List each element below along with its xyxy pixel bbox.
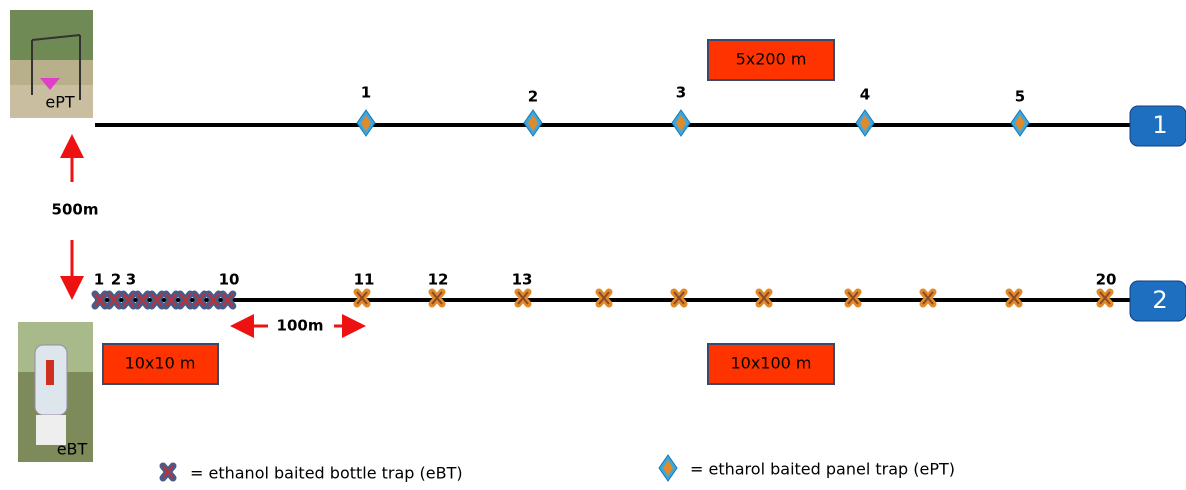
trap-label: 2 xyxy=(528,88,538,106)
trap-label: 10 xyxy=(219,271,240,289)
trap-label: 3 xyxy=(126,271,136,289)
trap-label: 5 xyxy=(1015,88,1025,106)
trap-label: 1 xyxy=(94,271,104,289)
area-label: 10x10 m xyxy=(125,354,196,373)
trap-label: 11 xyxy=(354,271,375,289)
line-tag-label: 2 xyxy=(1152,286,1167,314)
legend-text: = etharol baited panel trap (ePT) xyxy=(690,460,955,479)
line-tag-label: 1 xyxy=(1152,111,1167,139)
trap-label: 20 xyxy=(1096,271,1117,289)
diagram: ePT eBT 500m 100m 1 2 5x200 m 10x10 m 10… xyxy=(0,0,1186,486)
trap-label: 4 xyxy=(860,86,870,104)
area-label: 10x100 m xyxy=(730,354,811,373)
trap-label: 3 xyxy=(676,84,686,102)
trap-label: 2 xyxy=(111,271,121,289)
photo-label: ePT xyxy=(45,93,74,112)
spacing-label: 100m xyxy=(277,317,324,335)
photo-label: eBT xyxy=(57,440,88,459)
trap-label: 12 xyxy=(428,271,449,289)
area-label: 5x200 m xyxy=(736,50,807,69)
trap-label: 13 xyxy=(512,271,533,289)
distance-label: 500m xyxy=(52,201,99,219)
legend-text: = ethanol baited bottle trap (eBT) xyxy=(190,464,463,483)
trap-label: 1 xyxy=(361,84,371,102)
